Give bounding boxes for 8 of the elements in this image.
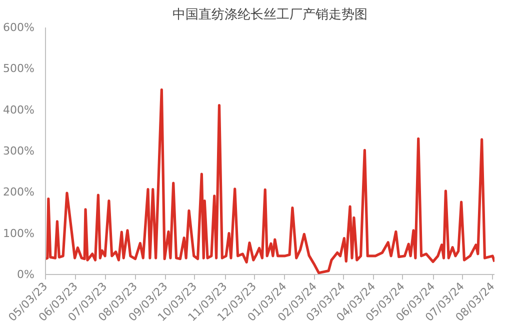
y-tick-label: 400% xyxy=(3,103,35,116)
y-tick-label: 500% xyxy=(3,62,35,76)
y-tick-label: 300% xyxy=(3,144,35,158)
y-tick-label: 200% xyxy=(3,186,35,199)
y-tick-label: 100% xyxy=(3,226,35,240)
y-tick-label: 600% xyxy=(3,21,35,34)
y-tick-label: 0% xyxy=(17,268,34,281)
chart-title: 中国直纺涤纶长丝工厂产销走势图 xyxy=(172,8,368,22)
